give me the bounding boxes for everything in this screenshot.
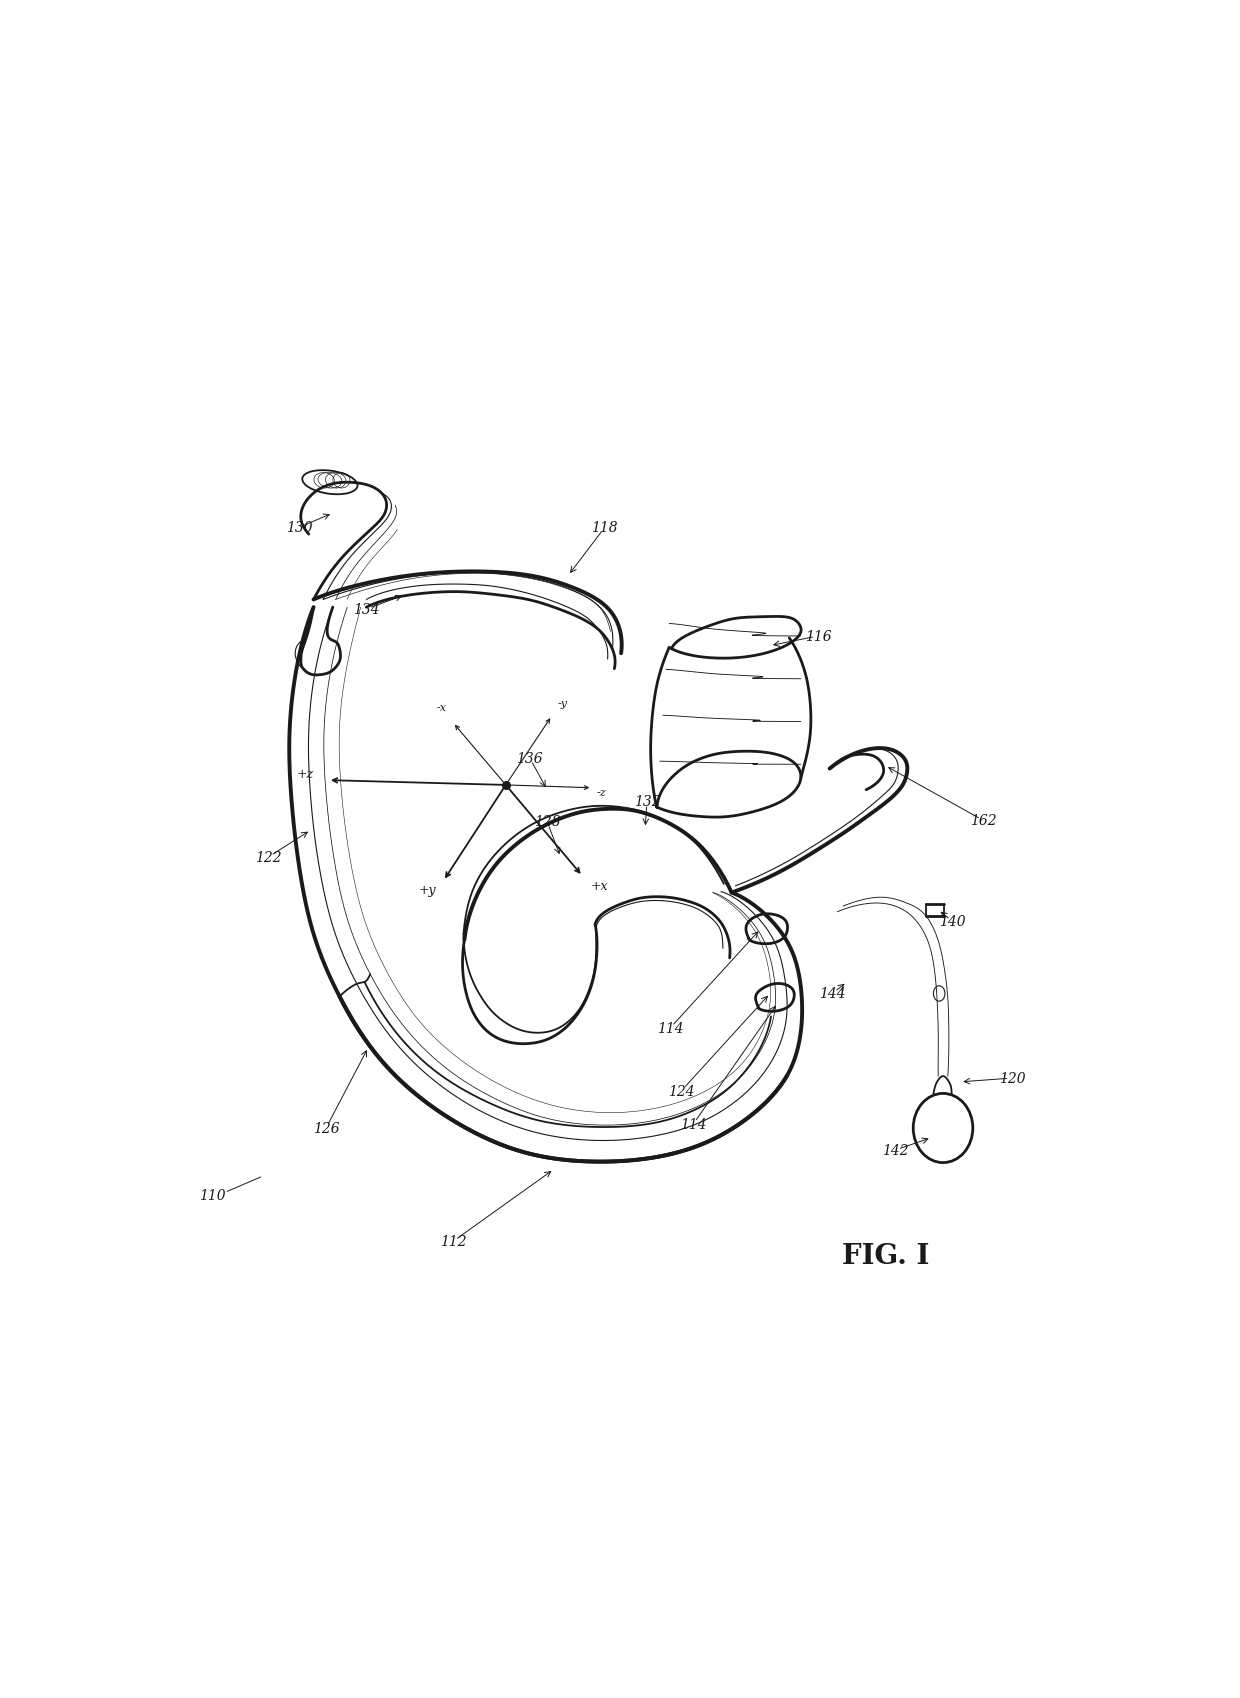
Text: 118: 118 [591,521,618,535]
Text: 124: 124 [668,1083,694,1099]
Text: +x: +x [590,880,608,891]
Text: -x: -x [436,703,446,713]
Text: -z: -z [596,788,606,796]
Text: 112: 112 [440,1234,466,1248]
Text: 128: 128 [533,815,560,829]
Text: -y: -y [558,698,568,708]
Text: +z: +z [296,767,314,781]
Text: 114: 114 [657,1022,683,1036]
Text: 114: 114 [680,1117,707,1131]
Text: FIG. I: FIG. I [842,1243,929,1270]
Text: 122: 122 [255,851,281,864]
Text: 132: 132 [634,795,661,808]
Text: 144: 144 [820,987,846,1000]
Text: 130: 130 [286,521,312,535]
Text: 120: 120 [999,1071,1025,1085]
Text: 110: 110 [200,1189,226,1202]
Text: 126: 126 [312,1121,340,1136]
Text: 140: 140 [940,915,966,929]
Text: +y: +y [419,883,436,897]
Text: 162: 162 [970,813,997,829]
Text: 136: 136 [517,752,543,766]
Text: 134: 134 [353,603,379,616]
Text: 142: 142 [882,1143,908,1158]
Text: 116: 116 [805,630,831,644]
